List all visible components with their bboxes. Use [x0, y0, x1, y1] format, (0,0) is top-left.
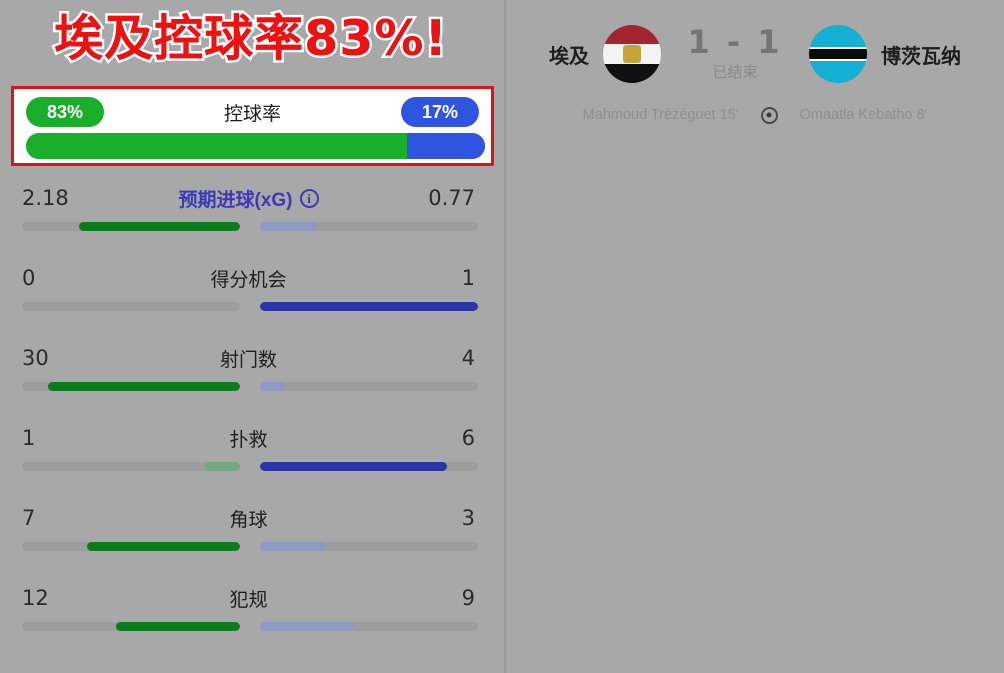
stat-header: 0 得分机会 1 [0, 258, 497, 298]
stat-label: 射门数 [112, 345, 385, 372]
stat-label-text: 预期进球(xG) [178, 189, 293, 211]
stats-list: 2.18 预期进球(xG) i 0.77 0 得分机会 1 30 射门数 4 1 扑救 6 7 角球 3 12 犯… [0, 178, 497, 658]
possession-bar-home [26, 133, 407, 159]
stat-home-value: 7 [22, 506, 36, 530]
stat-bars [22, 622, 478, 632]
stat-bar-away [260, 542, 478, 551]
stat-home-value: 1 [22, 426, 36, 450]
stat-away-value: 0.77 [428, 186, 475, 210]
stat-bar-home-fill [115, 622, 240, 631]
goal-scorers: Mahmoud Trézéguet 15' Omaatla Kebatho 8' [506, 103, 1004, 127]
stat-label-text: 射门数 [219, 349, 277, 371]
stat-label: 得分机会 [112, 265, 385, 292]
stat-bar-away-fill [260, 462, 447, 471]
panel-divider [504, 0, 506, 673]
botswana-flag-icon [809, 25, 867, 83]
stat-home-value: 12 [22, 586, 49, 610]
stat-label-text: 角球 [229, 509, 268, 531]
match-status: 已结束 [712, 63, 758, 81]
score-value: 1 - 1 [687, 23, 783, 62]
stat-bar-home [22, 302, 240, 311]
stat-row: 30 射门数 4 [0, 338, 497, 418]
stat-bar-away-fill [260, 382, 286, 391]
stat-bar-away [260, 462, 478, 471]
stat-label: 预期进球(xG) i [112, 185, 385, 212]
stat-bar-home [22, 622, 240, 631]
possession-away-badge: 17% [401, 97, 479, 127]
headline-overlay: 埃及控球率83%! [54, 10, 448, 67]
stat-bar-away-fill [260, 222, 317, 231]
score-block: 1 - 1 已结束 [675, 26, 795, 82]
stat-home-value: 30 [22, 346, 49, 370]
stat-label-text: 犯规 [229, 589, 268, 611]
stat-away-value: 1 [461, 266, 475, 290]
scoreboard: 埃及 1 - 1 已结束 博茨瓦纳 [506, 14, 1004, 94]
stat-row: 7 角球 3 [0, 498, 497, 578]
stat-header: 1 扑救 6 [0, 418, 497, 458]
stat-header: 12 犯规 9 [0, 578, 497, 618]
stat-bar-away-fill [260, 542, 326, 551]
stat-bar-home [22, 542, 240, 551]
stat-bars [22, 302, 478, 312]
stat-bar-home-fill [87, 542, 240, 551]
possession-header: 83% 控球率 17% [14, 91, 491, 133]
stat-bar-away [260, 622, 478, 631]
egypt-flag-icon [603, 25, 661, 83]
stat-row: 2.18 预期进球(xG) i 0.77 [0, 178, 497, 258]
stat-away-value: 4 [461, 346, 475, 370]
away-scorer: Omaatla Kebatho 8' [799, 107, 928, 123]
headline-stroke: 埃及控球率83%! [52, 10, 450, 67]
stat-away-value: 3 [461, 506, 475, 530]
stat-away-value: 9 [461, 586, 475, 610]
possession-label: 控球率 [223, 103, 281, 125]
stat-header: 7 角球 3 [0, 498, 497, 538]
football-icon [760, 106, 778, 124]
home-team-name: 埃及 [549, 45, 589, 68]
stat-bars [22, 222, 478, 232]
stat-bar-away [260, 222, 478, 231]
possession-highlight-box: 83% 控球率 17% [11, 86, 494, 166]
stat-label-text: 得分机会 [210, 269, 287, 291]
stat-bars [22, 542, 478, 552]
stat-row: 0 得分机会 1 [0, 258, 497, 338]
stat-row: 1 扑救 6 [0, 418, 497, 498]
stat-bars [22, 462, 478, 472]
stat-bar-home-fill [203, 462, 240, 471]
stat-bars [22, 382, 478, 392]
stat-label: 犯规 [112, 585, 385, 612]
stat-label: 角球 [112, 505, 385, 532]
stat-label-text: 扑救 [229, 429, 268, 451]
stat-home-value: 0 [22, 266, 36, 290]
stats-panel: 埃及控球率83%! 埃及控球率83%! 83% 控球率 17% 2.18 预期进球… [0, 0, 506, 673]
stat-bar-home-fill [78, 222, 240, 231]
info-icon[interactable]: i [299, 188, 319, 208]
stat-bar-away-fill [260, 302, 478, 311]
away-team-name: 博茨瓦纳 [881, 45, 961, 68]
stat-away-value: 6 [461, 426, 475, 450]
match-panel: 埃及 1 - 1 已结束 博茨瓦纳 Mahmoud Trézéguet 15' … [506, 0, 1004, 673]
stat-home-value: 2.18 [22, 186, 69, 210]
stat-bar-home [22, 222, 240, 231]
stat-bar-home [22, 462, 240, 471]
possession-bar [26, 133, 485, 159]
possession-bar-away [406, 133, 485, 159]
stat-bar-away [260, 302, 478, 311]
stat-header: 30 射门数 4 [0, 338, 497, 378]
home-scorer: Mahmoud Trézéguet 15' [582, 107, 739, 123]
stat-header: 2.18 预期进球(xG) i 0.77 [0, 178, 497, 218]
stat-bar-away [260, 382, 478, 391]
possession-home-badge: 83% [26, 97, 104, 127]
stat-bar-away-fill [260, 622, 354, 631]
stat-label: 扑救 [112, 425, 385, 452]
stat-bar-home [22, 382, 240, 391]
stat-row: 12 犯规 9 [0, 578, 497, 658]
stat-bar-home-fill [47, 382, 240, 391]
